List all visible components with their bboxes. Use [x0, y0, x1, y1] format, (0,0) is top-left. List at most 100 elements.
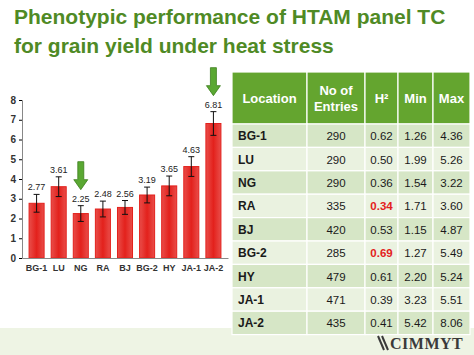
y-axis-line — [19, 101, 23, 259]
table-cell-text: 0.34 — [370, 200, 393, 212]
table-cell — [433, 194, 470, 217]
error-bar-cap — [144, 202, 150, 203]
table-cell-text: 0.53 — [370, 224, 392, 236]
y-tick-mark — [19, 100, 22, 101]
y-tick-mark — [19, 159, 22, 160]
table-cell-text: LU — [238, 153, 254, 167]
y-tick-label: 3 — [10, 193, 16, 204]
error-bar-stem — [191, 157, 192, 177]
table-cell-text: 435 — [326, 317, 345, 329]
table-cell-text: 1.71 — [404, 200, 426, 212]
y-tick-mark — [19, 140, 22, 141]
logo: CIMMYT — [378, 335, 463, 352]
table-cell-text: RA — [238, 199, 256, 213]
table-header: H² — [375, 91, 389, 106]
table-cell — [433, 288, 470, 311]
table-cell-text: 0.50 — [370, 154, 392, 166]
table-header: Min — [404, 91, 426, 106]
table-cell-text: 5.26 — [440, 154, 462, 166]
y-tick: 4 — [10, 174, 22, 185]
x-tick-label: BG-1 — [26, 263, 48, 273]
table-cell — [307, 194, 365, 217]
y-tick-label: 5 — [10, 154, 16, 165]
table-cell-text: BG-2 — [238, 246, 267, 260]
table-cell — [365, 264, 398, 287]
y-tick-label: 8 — [10, 95, 16, 106]
table-cell-text: 0.62 — [370, 130, 392, 142]
table-cell — [232, 218, 307, 241]
error-bar — [122, 201, 128, 215]
table-cell-text: 479 — [326, 271, 345, 283]
table-cell-text: 5.24 — [440, 271, 463, 283]
table-cell — [232, 241, 307, 264]
data-label: 3.65 — [160, 164, 178, 174]
y-tick-label: 1 — [10, 233, 16, 244]
table-cell-text: HY — [238, 270, 255, 284]
table-cell — [433, 264, 470, 287]
table-cell-text: 8.06 — [440, 317, 462, 329]
table-header: Max — [439, 91, 465, 106]
error-bar-cap — [34, 212, 40, 213]
data-label: 6.81 — [205, 100, 223, 110]
table-cell — [232, 147, 307, 170]
error-bar-cap — [56, 196, 62, 197]
y-tick: 6 — [10, 134, 22, 145]
x-axis: BG-1LUNGRABJBG-2HYJA-1JA-2 — [23, 258, 229, 273]
table-cell-text: 335 — [326, 200, 345, 212]
table-cell-text: 1.15 — [404, 224, 426, 236]
error-bar — [210, 112, 216, 136]
bar — [206, 124, 221, 258]
table-header-cell — [232, 72, 307, 124]
table-cell — [365, 171, 398, 194]
table-cell — [232, 264, 307, 287]
bar — [140, 195, 155, 258]
table-cell-text: 5.42 — [404, 317, 426, 329]
error-bar — [144, 187, 150, 203]
x-tick-label: JA-1 — [182, 263, 202, 273]
data-label: 4.63 — [183, 145, 201, 155]
table-cell — [398, 264, 433, 287]
table-cell-text: JA-2 — [238, 316, 264, 330]
error-bar — [78, 206, 84, 222]
error-bar-cap — [166, 176, 172, 177]
error-bar — [166, 176, 172, 196]
y-tick: 1 — [10, 233, 22, 244]
error-bar-cap — [166, 195, 172, 196]
logo-text: CIMMYT — [390, 335, 463, 352]
table-cell — [433, 171, 470, 194]
table-cell — [365, 147, 398, 170]
error-bar-cap — [210, 111, 216, 112]
table-cell — [232, 288, 307, 311]
x-tick: JA-1 — [182, 258, 202, 273]
table: LocationNo ofEntriesH²MinMaxBG-12900.621… — [232, 72, 470, 335]
error-bar-stem — [169, 176, 170, 196]
x-tick: NG — [74, 258, 88, 273]
error-bar-cap — [34, 194, 40, 195]
table-cell — [398, 147, 433, 170]
table-header-cell — [307, 72, 365, 124]
error-bar-cap — [78, 205, 84, 206]
table-cell-text: 1.27 — [404, 247, 426, 259]
y-tick-mark — [19, 219, 22, 220]
error-bar-cap — [144, 187, 150, 188]
x-tick-label: BJ — [119, 263, 131, 273]
highlight-arrow — [206, 68, 220, 96]
x-tick-label: HY — [163, 263, 176, 273]
y-tick-mark — [19, 120, 22, 121]
table-cell — [307, 218, 365, 241]
table-cell — [307, 171, 365, 194]
table-cell — [433, 147, 470, 170]
table-cell-text: 290 — [326, 154, 345, 166]
table-cell — [365, 241, 398, 264]
y-tick-mark — [19, 238, 22, 239]
x-tick: HY — [163, 258, 176, 273]
table-cell-text: 1.26 — [404, 130, 426, 142]
error-bar — [100, 201, 106, 217]
error-bar-cap — [122, 214, 128, 215]
title: Phenotypic performance of HTAM panel TCf… — [14, 5, 445, 57]
error-bar-cap — [188, 156, 194, 157]
data-label: 3.61 — [50, 165, 68, 175]
table-cell-text: 3.23 — [404, 294, 426, 306]
y-tick: 8 — [10, 95, 22, 106]
x-tick-label: RA — [96, 263, 109, 273]
